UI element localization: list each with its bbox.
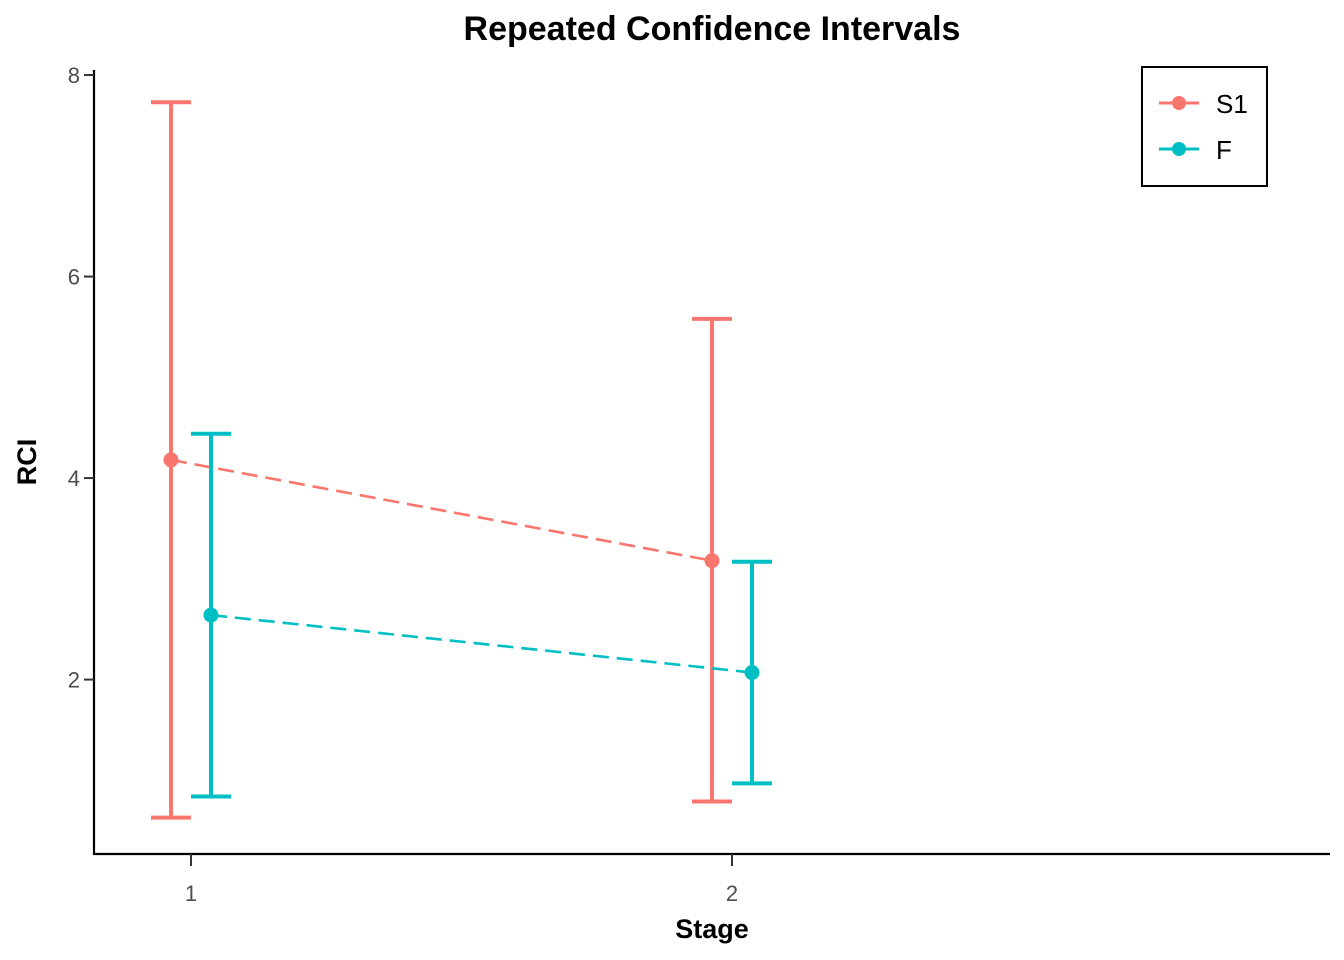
legend-key-point xyxy=(1172,142,1186,156)
series-line xyxy=(170,458,713,562)
legend-label: S1 xyxy=(1216,89,1248,119)
legend-key-point xyxy=(1172,96,1186,110)
estimate-point xyxy=(704,553,720,569)
series-line xyxy=(210,613,753,674)
estimate-point xyxy=(203,607,219,623)
chart-title: Repeated Confidence Intervals xyxy=(464,10,961,48)
series-f xyxy=(191,431,772,799)
legend-box xyxy=(1141,66,1268,187)
legend-label: F xyxy=(1216,135,1232,165)
estimate-point xyxy=(163,452,179,468)
axes xyxy=(92,70,1330,856)
x-tick-label: 2 xyxy=(726,881,738,906)
y-tick-label: 4 xyxy=(68,466,80,491)
series-layer xyxy=(151,100,772,820)
y-tick-label: 2 xyxy=(68,668,80,693)
legend: S1 F xyxy=(1141,66,1268,187)
y-axis-label: RCI xyxy=(12,439,42,486)
x-tick-label: 1 xyxy=(185,881,197,906)
y-tick-label: 6 xyxy=(68,265,80,290)
series-s1 xyxy=(151,100,732,820)
x-axis-label: Stage xyxy=(675,914,749,944)
y-tick-label: 8 xyxy=(68,63,80,88)
y-ticks: 2 4 6 8 xyxy=(68,63,94,693)
estimate-point xyxy=(744,665,760,681)
